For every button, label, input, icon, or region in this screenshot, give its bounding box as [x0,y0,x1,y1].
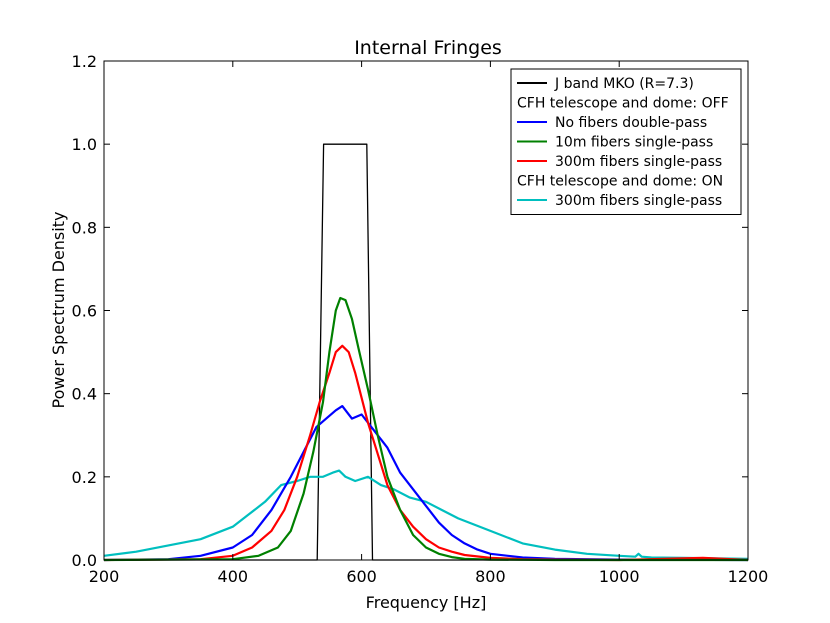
y-tick-label: 1.0 [72,135,97,154]
y-tick-label: 0.6 [72,302,97,321]
chart-title: Internal Fringes [354,37,502,59]
x-tick-label: 1200 [728,567,769,586]
x-tick-label: 1000 [599,567,640,586]
legend-label-3: 10m fibers single-pass [555,135,713,151]
legend-label-0: J band MKO (R=7.3) [554,76,694,92]
legend: J band MKO (R=7.3) CFH telescope and dome… [510,68,742,215]
y-tick-label: 0.2 [72,468,97,487]
series-line-2 [103,405,749,562]
x-tick-label: 600 [346,567,377,586]
legend-header-1: CFH telescope and dome: OFF [517,96,729,112]
legend-header-5: CFH telescope and dome: ON [517,174,723,190]
series-line-4 [103,296,748,562]
y-tick-label: 1.2 [72,52,97,71]
legend-box [510,68,742,215]
y-tick-label: 0.8 [72,218,97,237]
x-tick-label: 800 [475,567,506,586]
series-line-3 [103,344,749,562]
y-tick-label: 0.0 [72,551,97,570]
legend-label-6: 300m fibers single-pass [555,193,722,209]
y-axis-label: Power Spectrum Density [49,212,68,409]
tick-layer: 200 400 600 800 1000 1200 0.0 0.2 0.4 0.6 0.8 1.0 1.… [72,52,769,586]
series-line-1 [103,469,749,560]
x-tick-label: 200 [89,567,120,586]
legend-label-2: No fibers double-pass [555,115,707,131]
y-tick-label: 0.4 [72,385,97,404]
x-axis-label: Frequency [Hz] [366,593,487,612]
legend-label-4: 300m fibers single-pass [555,154,722,170]
x-tick-label: 400 [218,567,249,586]
